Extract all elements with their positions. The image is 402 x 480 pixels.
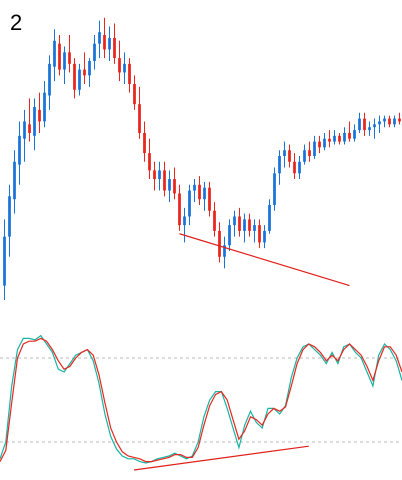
candle-body [328,138,331,142]
candle-body [253,225,256,231]
candle-body [353,130,356,139]
candle-body [228,225,231,246]
candle-body [238,216,241,231]
candle-body [338,135,341,142]
candle-body [73,63,76,90]
candle-body [208,187,211,211]
candle-body [128,63,131,84]
candle-body [88,60,91,76]
candle-body [333,135,336,142]
candle-body [318,141,321,148]
candle-body [223,245,226,257]
candle-body [118,58,121,73]
candle-body [153,170,156,180]
candle-body [18,135,21,165]
candle-body [313,141,316,156]
candle-body [3,236,6,286]
candle-body [393,118,396,125]
candle-body [203,187,206,200]
candle-body [233,216,236,226]
candle-body [113,37,116,59]
candle-body [213,210,216,231]
candle-body [348,132,351,139]
candle-body [368,127,371,131]
candle-body [378,121,381,125]
stochastic-chart [0,334,402,471]
candle-body [188,190,191,217]
candle-body [143,132,146,154]
candle-body [23,121,26,139]
candle-body [68,52,71,64]
candle-body [283,150,286,156]
candle-body [243,219,246,231]
candle-body [383,118,386,122]
candle-body [298,161,301,174]
candle-body [178,193,181,226]
candle-body [163,170,166,191]
candle-body [358,118,361,131]
candle-body [303,150,306,162]
candle-body [288,150,291,162]
candle-body [43,92,46,122]
candle-body [173,179,176,194]
candle-body [183,216,186,226]
candle-body [8,196,11,237]
candle-body [58,43,61,70]
candle-body [158,170,161,180]
candle-body [148,153,151,171]
candle-body [168,179,171,191]
stoch-line-d [0,337,402,463]
candle-body [103,35,106,50]
panel-label: 2 [10,10,23,35]
candle-body [308,150,311,156]
candle-body [28,124,31,133]
candle-body [398,118,401,122]
candle-body [273,173,276,205]
candle-body [83,69,86,76]
candle-body [323,138,326,148]
candle-body [278,156,281,174]
candle-body [363,118,366,131]
candle-body [38,109,41,122]
candle-body [388,118,391,125]
candle-body [138,104,141,133]
candle-body [198,184,201,200]
candle-body [248,219,251,231]
candle-body [193,184,196,191]
candle-body [133,84,136,105]
candle-body [78,69,81,90]
candle-body [93,43,96,61]
candle-body [268,204,271,231]
candle-body [343,132,346,142]
price-chart [3,17,401,300]
candle-body [373,124,376,128]
candle-body [293,161,296,174]
candle-body [48,63,51,96]
candle-body [258,225,261,243]
candle-body [53,40,56,67]
candle-body [13,161,16,200]
stoch-trendline [133,445,309,471]
candle-body [218,230,221,257]
candle-body [33,107,36,136]
candle-body [123,63,126,73]
candle-body [263,230,266,243]
candle-body [108,37,111,50]
candle-body [98,32,101,44]
price-trendline [179,233,350,287]
candle-body [63,52,66,70]
